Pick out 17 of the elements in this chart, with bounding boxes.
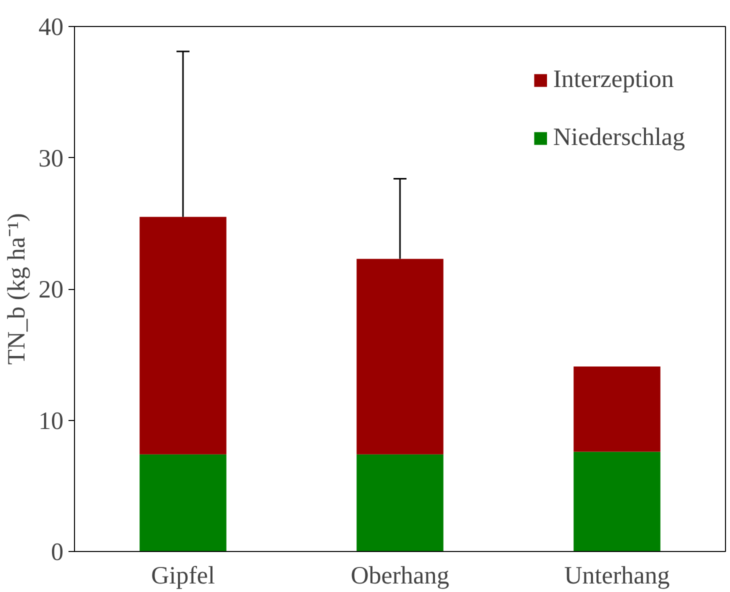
bar bbox=[356, 258, 444, 454]
bar bbox=[140, 454, 226, 552]
y-tick-label: 10 bbox=[38, 408, 64, 435]
bar bbox=[574, 452, 660, 552]
y-tick-label: 30 bbox=[38, 145, 64, 172]
y-tick-label: 0 bbox=[51, 539, 64, 566]
bar bbox=[356, 454, 444, 552]
y-tick-label: 20 bbox=[38, 276, 64, 304]
x-tick-label: Unterhang bbox=[564, 562, 670, 590]
y-axis-title: TN_b (kg ha⁻¹) bbox=[4, 213, 30, 365]
y-tick-label: 40 bbox=[38, 14, 64, 41]
legend-label: Niederschlag bbox=[553, 124, 685, 152]
bar bbox=[140, 216, 226, 454]
legend-label: Interzeption bbox=[553, 66, 674, 94]
x-tick-label: Gipfel bbox=[151, 562, 215, 590]
bar bbox=[574, 366, 660, 452]
x-tick-label: Oberhang bbox=[350, 562, 450, 590]
